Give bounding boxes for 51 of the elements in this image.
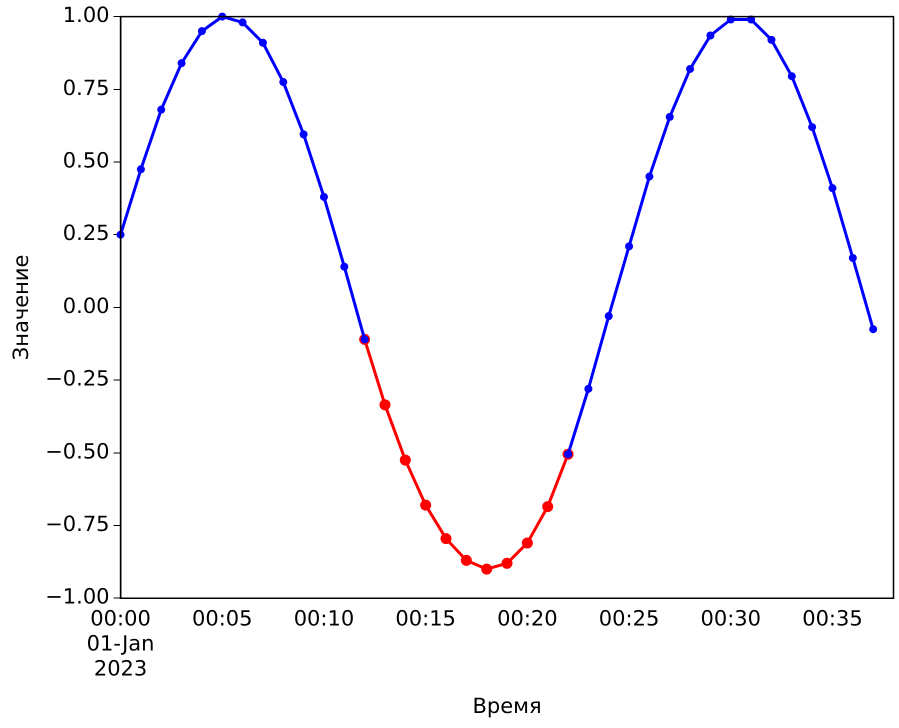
y-axis-title: Значение — [9, 254, 34, 360]
y-tick-label: −0.50 — [45, 439, 110, 464]
point — [320, 192, 328, 201]
x-tick-label: 00:00 01-Jan 2023 — [86, 606, 154, 681]
point — [178, 59, 186, 68]
point — [198, 27, 206, 36]
point — [788, 72, 796, 80]
x-axis-title: Время — [472, 694, 542, 718]
point — [828, 184, 836, 192]
x-tick-label: 00:15 — [395, 606, 456, 630]
y-tick-label: −0.75 — [45, 512, 110, 536]
point — [869, 325, 878, 334]
x-tick-label: 00:25 — [598, 606, 660, 630]
y-tick-label: 0.00 — [62, 294, 110, 318]
point — [481, 564, 492, 575]
point — [767, 36, 776, 44]
point — [340, 262, 348, 271]
point — [625, 242, 634, 250]
point — [522, 537, 533, 548]
point — [379, 399, 390, 410]
point — [136, 165, 145, 174]
point — [460, 554, 472, 566]
point — [502, 558, 513, 569]
point — [645, 172, 654, 181]
y-tick-label: −0.25 — [45, 366, 110, 391]
point — [420, 500, 432, 511]
y-tick-label: 1.00 — [62, 3, 110, 28]
point — [666, 112, 674, 121]
point — [848, 254, 857, 262]
point — [440, 533, 452, 544]
x-tick-label: 00:30 — [700, 606, 762, 630]
y-tick-label: 0.25 — [62, 221, 110, 246]
point — [300, 130, 308, 138]
y-tick-label: −1.00 — [45, 584, 110, 609]
point — [238, 18, 247, 26]
point — [686, 64, 694, 73]
point — [279, 78, 288, 86]
x-tick-label: 00:05 — [192, 606, 253, 630]
point — [706, 32, 714, 40]
point — [400, 454, 411, 466]
x-tick-label: 00:20 — [497, 606, 558, 630]
y-tick-label: 0.75 — [62, 76, 110, 100]
point — [604, 312, 613, 320]
x-tick-label: 00:35 — [802, 606, 863, 630]
point — [808, 123, 816, 132]
x-tick-label: 00:10 — [294, 606, 354, 630]
point — [584, 384, 592, 393]
point — [258, 38, 267, 47]
point — [542, 501, 554, 512]
point — [157, 106, 166, 114]
y-tick-label: 0.50 — [62, 148, 110, 172]
